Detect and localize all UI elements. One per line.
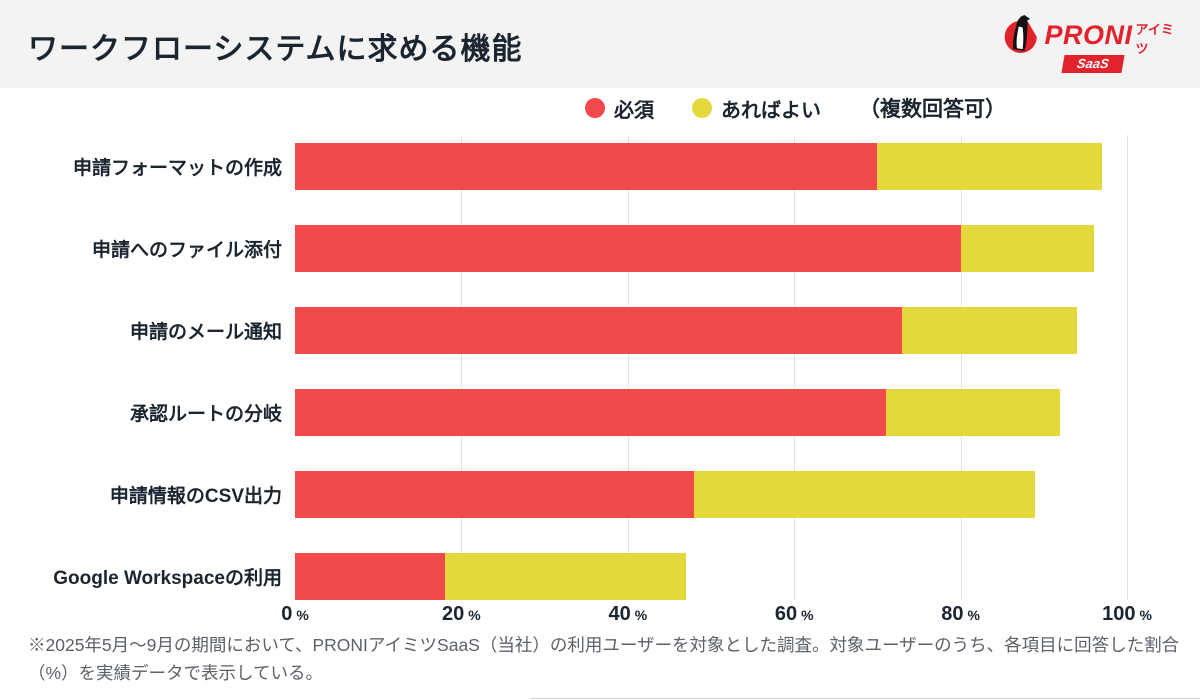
gridline xyxy=(461,135,463,600)
bar-segment-nice-to-have xyxy=(960,225,1094,272)
category-label: Google Workspaceの利用 xyxy=(53,568,282,589)
stacked-bar-chart: 申請フォーマットの作成申請へのファイル添付申請のメール通知 承認ルートの分岐申請情… xyxy=(0,135,1200,600)
page-title: ワークフローシステムに求める機能 xyxy=(28,33,523,66)
brand-logo: PRONI アイミツ SaaS xyxy=(999,12,1184,76)
category-label: 申請情報のCSV出力 xyxy=(109,486,282,507)
gridline xyxy=(627,135,629,600)
bar-row: 申請へのファイル添付 xyxy=(0,225,1200,272)
gridline xyxy=(960,135,962,600)
logo-brand-sub-text: アイミツ xyxy=(1135,22,1174,56)
bar-segment-required xyxy=(295,225,961,272)
chart-legend: 必須 あればよい （複数回答可） xyxy=(585,93,1006,123)
legend-dot-nice-to-have xyxy=(692,98,712,118)
category-label: 申請へのファイル添付 xyxy=(91,240,282,261)
legend-note: （複数回答可） xyxy=(859,98,1006,121)
bar-segment-required xyxy=(295,143,878,190)
gridline xyxy=(794,135,796,600)
bar-rows: 申請フォーマットの作成申請へのファイル添付申請のメール通知 承認ルートの分岐申請情… xyxy=(0,143,1200,600)
bar-track xyxy=(295,389,1127,436)
bar-row: 申請フォーマットの作成 xyxy=(0,143,1200,190)
x-axis: 0% 20% 40% 60% 80% 100% xyxy=(281,603,1152,631)
legend-item-nice-to-have: あればよい xyxy=(692,94,821,123)
bar-segment-required xyxy=(295,553,445,600)
bar-segment-nice-to-have xyxy=(694,471,1036,518)
bar-track xyxy=(295,553,1127,600)
bar-segment-nice-to-have xyxy=(885,389,1061,436)
axis-tick-label: 40% xyxy=(608,603,648,625)
bar-segment-nice-to-have xyxy=(444,553,687,600)
legend-label-required: 必須 xyxy=(614,99,654,122)
bar-track xyxy=(295,307,1127,354)
legend-label-nice-to-have: あればよい xyxy=(721,99,821,122)
axis-tick-label: 20% xyxy=(442,603,481,625)
bar-segment-required xyxy=(295,471,695,518)
category-label: 申請のメール通知 xyxy=(129,322,282,343)
category-label: 申請フォーマットの作成 xyxy=(72,158,282,179)
bar-row: 申請情報のCSV出力 xyxy=(0,471,1200,518)
grid-area xyxy=(295,135,1128,600)
logo-row: PRONI アイミツ xyxy=(999,12,1184,58)
header-bar: ワークフローシステムに求める機能 PRONI アイミツ SaaS xyxy=(0,0,1200,88)
logo-brand-text: PRONI xyxy=(1044,19,1133,50)
axis-tick-label: 0% xyxy=(281,603,309,625)
bar-segment-nice-to-have xyxy=(877,143,1103,190)
footnote-text: ※2025年5月〜9月の期間において、PRONIアイミツSaaS（当社）の利用ユ… xyxy=(28,635,1180,684)
bar-track xyxy=(295,471,1127,518)
bar-row: Google Workspaceの利用 xyxy=(0,553,1200,600)
category-label: 承認ルートの分岐 xyxy=(129,404,282,425)
legend-item-required: 必須 xyxy=(585,94,654,123)
bar-segment-required xyxy=(295,389,886,436)
penguin-logo-icon xyxy=(1004,15,1037,53)
bar-row: 承認ルートの分岐 xyxy=(0,389,1200,436)
legend-dot-required xyxy=(585,98,605,118)
axis-tick-label: 60% xyxy=(774,603,814,625)
axis-tick-label: 80% xyxy=(941,603,980,625)
axis-tick-label: 100% xyxy=(1102,603,1152,625)
bar-segment-nice-to-have xyxy=(902,307,1078,354)
bottom-divider xyxy=(530,698,1200,699)
bar-track xyxy=(295,225,1127,272)
bar-row: 申請のメール通知 xyxy=(0,307,1200,354)
bar-segment-required xyxy=(295,307,903,354)
gridline xyxy=(1127,135,1128,600)
bar-track xyxy=(295,143,1127,190)
logo-saas-badge: SaaS xyxy=(1061,55,1125,73)
